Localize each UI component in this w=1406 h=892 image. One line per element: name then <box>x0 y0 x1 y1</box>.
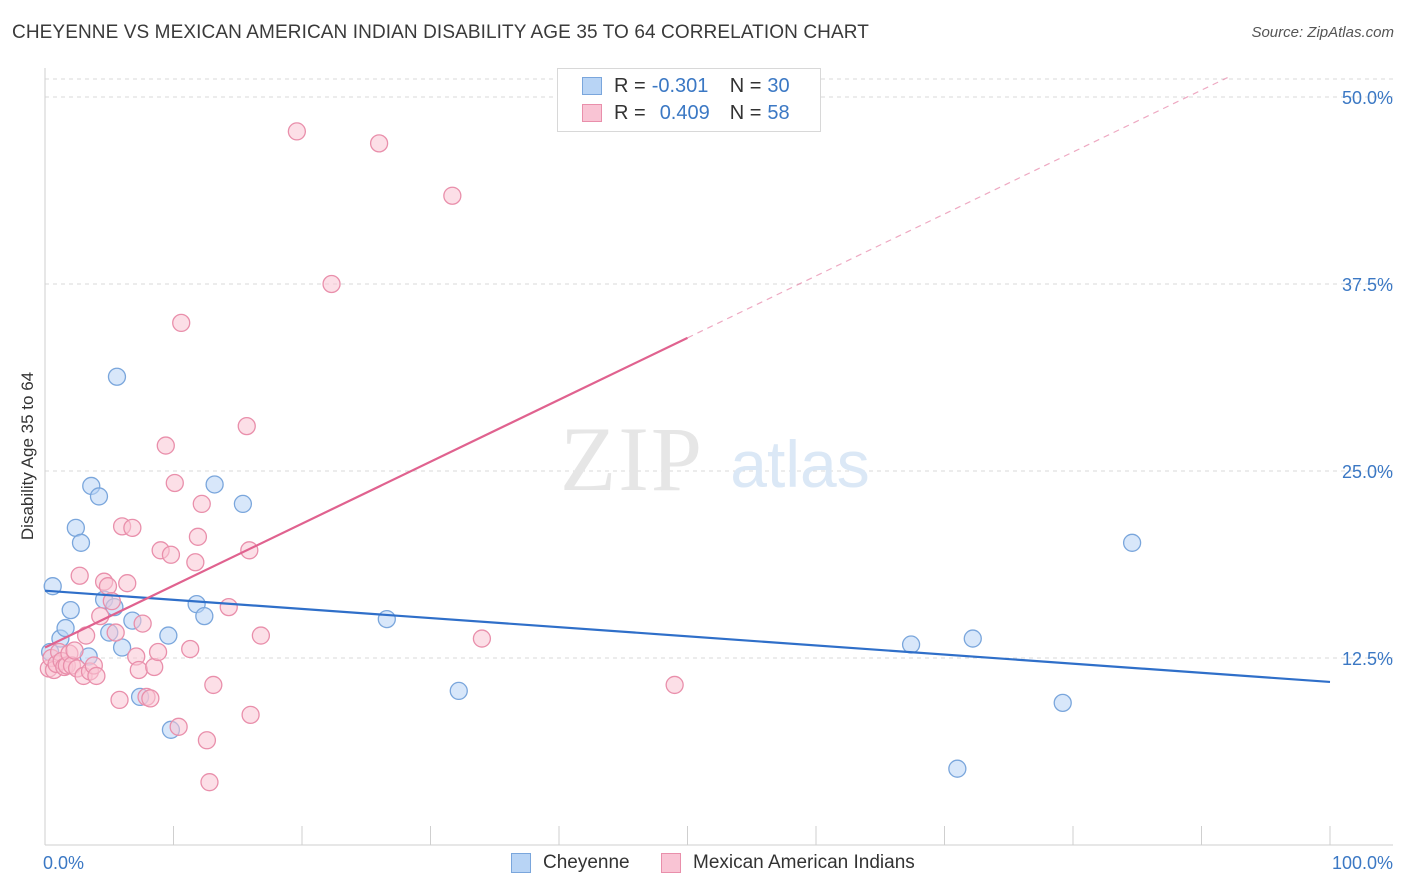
mexican-point <box>145 657 164 677</box>
mexican-point <box>141 689 160 708</box>
cheyenne-point <box>963 629 982 648</box>
cheyenne-point <box>205 475 224 494</box>
n-label: N = <box>729 74 762 97</box>
cheyenne-point <box>61 600 80 620</box>
r-value: 0.409 <box>659 101 710 124</box>
mexican-point <box>240 541 259 560</box>
mexican-point <box>188 527 208 546</box>
mexican-point <box>237 416 256 436</box>
mexican-point <box>172 313 191 333</box>
mexican-point <box>165 473 184 493</box>
chart-title: CHEYENNE VS MEXICAN AMERICAN INDIAN DISA… <box>12 22 869 43</box>
mexican-point <box>251 626 271 645</box>
mexican-point <box>369 134 389 153</box>
mexican-point <box>241 705 260 724</box>
watermark-atlas: atlas <box>730 427 869 501</box>
mexican-point <box>98 577 118 596</box>
mexican-point <box>665 675 684 695</box>
cheyenne-point <box>195 606 214 626</box>
cheyenne-point <box>1053 693 1072 713</box>
mexican-trend-line <box>44 336 688 649</box>
legend-stats: R = -0.301 N = 30 R = 0.409 N = 58 <box>557 68 821 132</box>
chart-source: Source: ZipAtlas.com <box>1251 24 1394 41</box>
mexican-point <box>102 592 121 611</box>
mexican-point <box>192 494 211 514</box>
cheyenne-trend-line <box>44 589 1331 684</box>
mexican-point <box>148 642 168 662</box>
mexican-point <box>161 545 181 564</box>
y-tick-label: 37.5% <box>1342 275 1393 295</box>
legend-swatch-mexican <box>582 104 602 122</box>
cheyenne-point <box>377 609 396 629</box>
r-label: R = <box>614 101 646 124</box>
mexican-point <box>106 623 125 642</box>
mexican-trend-extension <box>687 77 1228 339</box>
legend-row-cheyenne: R = -0.301 N = 30 <box>582 73 790 99</box>
mexican-point <box>204 675 223 695</box>
mexican-point <box>169 717 188 736</box>
y-tick-label: 50.0% <box>1342 88 1393 108</box>
n-label: N = <box>729 101 762 124</box>
legend-label-mexican: Mexican American Indians <box>693 852 915 873</box>
x-tick-label: 100.0% <box>1332 853 1393 873</box>
cheyenne-point <box>107 367 127 386</box>
mexican-point <box>197 731 217 750</box>
x-tick-label: 0.0% <box>43 853 84 873</box>
mexican-point <box>65 641 84 660</box>
mexican-point <box>87 666 106 686</box>
mexican-point <box>322 274 341 294</box>
cheyenne-point <box>1122 533 1142 552</box>
r-label: R = <box>614 74 646 97</box>
r-value: -0.301 <box>651 74 709 97</box>
mexican-point <box>443 186 462 205</box>
n-value: 58 <box>767 101 790 124</box>
grid-layer <box>45 78 1393 659</box>
cheyenne-point <box>901 635 921 654</box>
axes-layer <box>44 68 1393 846</box>
mexican-point <box>110 690 129 710</box>
watermark-zip: ZIP <box>560 408 704 510</box>
mexican-point <box>156 436 175 455</box>
legend-swatch-cheyenne <box>511 853 531 873</box>
y-tick-label: 25.0% <box>1342 462 1393 482</box>
mexican-point <box>118 574 137 593</box>
mexican-point <box>200 773 219 792</box>
cheyenne-point <box>71 533 91 552</box>
cheyenne-point <box>233 494 253 514</box>
legend-item-cheyenne[interactable]: Cheyenne <box>511 852 630 874</box>
legend-row-mexican: R = 0.409 N = 58 <box>582 100 790 126</box>
n-value: 30 <box>767 74 790 97</box>
legend-label-cheyenne: Cheyenne <box>543 852 630 873</box>
legend-swatch-mexican <box>661 853 681 873</box>
mexican-point <box>186 553 205 572</box>
ticks-layer: 12.5% 25.0% 37.5% 50.0% 0.0% 100.0% <box>43 88 1393 873</box>
trend-layer <box>44 77 1331 684</box>
mexican-point <box>70 566 89 585</box>
legend-swatch-cheyenne <box>582 77 602 95</box>
mexican-point <box>129 660 148 680</box>
mexican-point <box>472 629 492 648</box>
y-axis-label: Disability Age 35 to 64 <box>18 371 37 541</box>
mexican-point <box>133 614 152 633</box>
watermark-layer: ZIP atlas <box>560 408 870 510</box>
legend-series: Cheyenne Mexican American Indians <box>0 852 1406 878</box>
mexican-point <box>287 122 307 141</box>
mexican-point <box>123 518 142 537</box>
cheyenne-point <box>449 681 468 701</box>
cheyenne-point <box>948 759 967 778</box>
cheyenne-point <box>159 626 178 645</box>
mexican-point <box>181 639 200 659</box>
legend-item-mexican[interactable]: Mexican American Indians <box>661 852 915 874</box>
y-tick-label: 12.5% <box>1342 649 1393 669</box>
cheyenne-point <box>89 487 109 506</box>
mexican-point <box>219 597 238 617</box>
